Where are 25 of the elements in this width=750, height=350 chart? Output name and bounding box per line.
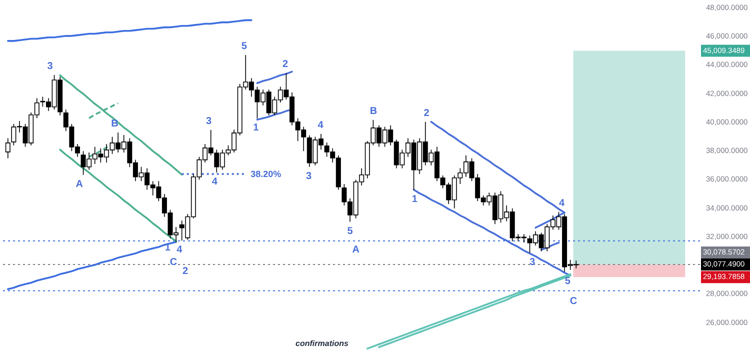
text: 5 <box>241 40 247 52</box>
text: 4 <box>212 176 218 188</box>
text: 2 <box>282 58 288 70</box>
text: 1 <box>253 122 259 134</box>
text: 5 <box>347 226 353 237</box>
text: B <box>111 118 118 130</box>
text: C <box>570 296 578 307</box>
text: 4 <box>176 244 182 256</box>
text: 4 <box>558 198 565 209</box>
text: 3 <box>306 170 312 182</box>
text: 4 <box>318 120 324 131</box>
text: 3 <box>530 256 536 268</box>
series-label: 38.20% <box>250 169 282 179</box>
text: 1 <box>412 194 418 205</box>
text: 2 <box>182 266 188 277</box>
text: A <box>352 244 360 256</box>
text: C <box>170 256 178 268</box>
text: 1 <box>164 242 170 254</box>
text: 3 <box>206 116 212 127</box>
annotation: confirmations <box>296 339 349 348</box>
text: B <box>370 106 378 117</box>
text: 3 <box>47 60 53 72</box>
text: 2 <box>424 108 430 119</box>
text: A <box>76 178 84 190</box>
text: 5 <box>564 276 570 287</box>
